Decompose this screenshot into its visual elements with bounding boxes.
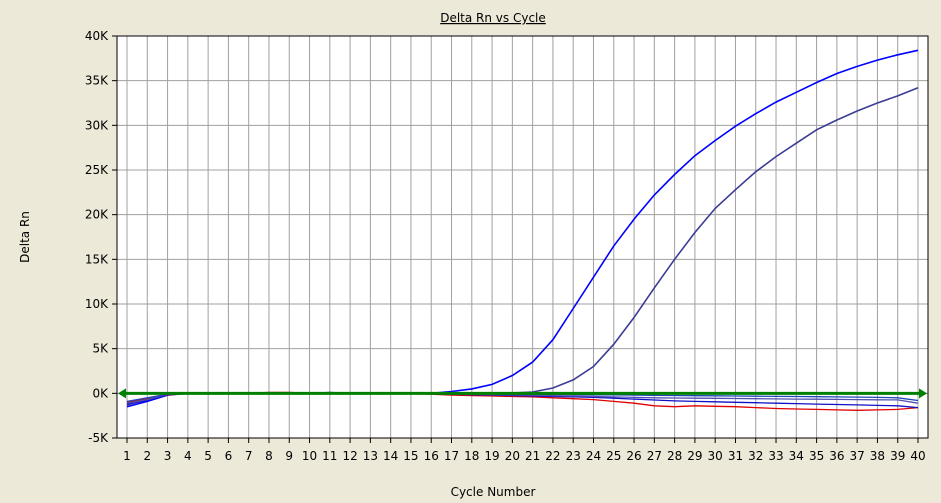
x-tick-label: 16 (424, 449, 439, 463)
x-tick-label: 32 (748, 449, 763, 463)
x-tick-label: 17 (444, 449, 459, 463)
x-tick-label: 19 (484, 449, 499, 463)
x-tick-label: 14 (383, 449, 398, 463)
x-tick-label: 31 (728, 449, 743, 463)
y-axis-label: Delta Rn (18, 211, 32, 263)
y-tick-label: 10K (85, 297, 109, 311)
x-tick-label: 24 (586, 449, 601, 463)
x-tick-label: 25 (606, 449, 621, 463)
x-tick-label: 27 (647, 449, 662, 463)
x-tick-label: 15 (403, 449, 418, 463)
x-tick-label: 37 (850, 449, 865, 463)
x-tick-label: 40 (910, 449, 925, 463)
x-tick-label: 11 (322, 449, 337, 463)
plot-area (116, 35, 929, 439)
y-tick-label: 5K (92, 342, 109, 356)
threshold-right-handle (919, 388, 927, 399)
x-tick-label: 1 (123, 449, 131, 463)
x-tick-label: 3 (164, 449, 172, 463)
x-tick-label: 22 (545, 449, 560, 463)
x-tick-label: 30 (708, 449, 723, 463)
y-tick-label: 25K (85, 163, 109, 177)
threshold-line (118, 388, 927, 399)
x-tick-label: 26 (626, 449, 641, 463)
x-tick-label: 20 (505, 449, 520, 463)
x-tick-label: 4 (184, 449, 192, 463)
y-tick-label: 0K (92, 386, 109, 400)
x-tick-label: 34 (789, 449, 804, 463)
x-tick-label: 10 (302, 449, 317, 463)
grid-lines (117, 35, 928, 439)
x-tick-label: 36 (829, 449, 844, 463)
x-tick-label: 23 (566, 449, 581, 463)
x-tick-label: 21 (525, 449, 540, 463)
chart-title-group: Delta Rn vs Cycle (440, 11, 546, 25)
x-tick-label: 6 (225, 449, 233, 463)
x-tick-label: 2 (143, 449, 151, 463)
x-tick-label: 35 (809, 449, 824, 463)
x-tick-label: 8 (265, 449, 273, 463)
x-tick-label: 28 (667, 449, 682, 463)
x-axis-label: Cycle Number (451, 485, 536, 499)
x-tick-label: 7 (245, 449, 253, 463)
x-tick-label: 9 (285, 449, 293, 463)
chart-title: Delta Rn vs Cycle (440, 11, 546, 25)
x-tick-label: 33 (768, 449, 783, 463)
x-tick-label: 39 (890, 449, 905, 463)
y-axis-ticks: -5K 0K 5K 10K 15K 20K 25K 30K 35K 40K (85, 29, 117, 445)
plot-border (116, 35, 929, 439)
threshold-left-handle (118, 388, 126, 399)
x-tick-label: 38 (870, 449, 885, 463)
y-tick-label: 15K (85, 252, 109, 266)
x-tick-label: 5 (204, 449, 212, 463)
y-tick-label: 40K (85, 29, 109, 43)
y-tick-label: 35K (85, 74, 109, 88)
x-tick-label: 13 (363, 449, 378, 463)
y-tick-label: 30K (85, 118, 109, 132)
x-tick-label: 29 (687, 449, 702, 463)
x-tick-label: 18 (464, 449, 479, 463)
y-tick-label: 20K (85, 208, 109, 222)
x-axis-ticks: 1 2 3 4 5 6 7 8 9 10 11 12 13 14 15 16 17 18 19 20 21 22 23 24 2… (123, 438, 926, 463)
x-tick-label: 12 (342, 449, 357, 463)
y-tick-label: -5K (88, 431, 109, 445)
